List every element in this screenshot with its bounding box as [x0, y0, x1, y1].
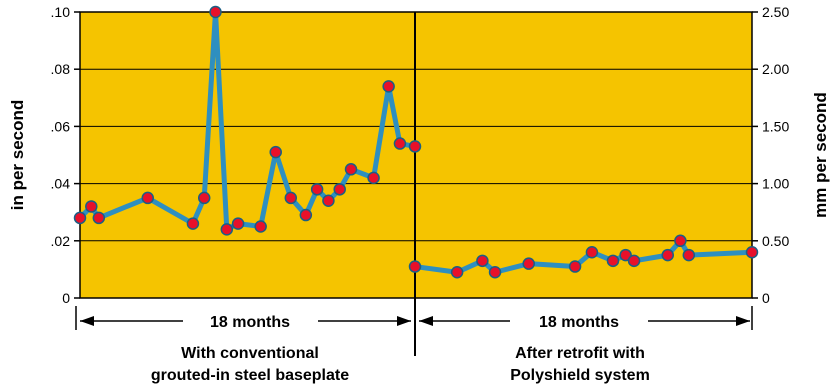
data-point [408, 260, 422, 273]
data-point [209, 5, 222, 19]
caption-after-line2: Polyshield system [510, 367, 650, 384]
data-point [269, 145, 282, 159]
data-point [476, 254, 489, 268]
data-point [682, 248, 696, 262]
right-tick-label: 2.00 [762, 61, 789, 77]
data-point [661, 248, 674, 262]
left-tick-label: .06 [51, 118, 71, 134]
left-axis-label: in per second [8, 100, 27, 211]
data-point [284, 191, 298, 205]
data-point [197, 191, 211, 205]
right-axis-ticks: 0 0.50 1.00 1.50 2.00 2.50 [752, 4, 789, 306]
data-point [674, 234, 687, 248]
span-label-after: 18 months [539, 314, 619, 331]
left-tick-label: .08 [51, 61, 71, 77]
series-layer [73, 5, 759, 279]
right-axis-label: mm per second [811, 92, 830, 218]
data-point [393, 137, 407, 150]
data-point [186, 217, 200, 230]
series-after [408, 234, 759, 279]
span-label-before: 18 months [210, 314, 290, 331]
data-point [299, 208, 313, 222]
span-arrow-before: 18 months [75, 306, 411, 331]
data-point [141, 191, 155, 205]
data-point [568, 260, 582, 273]
right-tick-label: 2.50 [762, 4, 789, 20]
data-point [627, 254, 641, 268]
data-point [254, 220, 267, 233]
data-point [522, 257, 535, 270]
data-point [450, 266, 464, 279]
data-point [73, 211, 87, 225]
span-arrow-after: 18 months [419, 306, 753, 331]
right-tick-label: 0.50 [762, 233, 789, 249]
data-point [231, 217, 245, 230]
left-axis-ticks: 0 .02 .04 .06 .08 .10 [51, 4, 80, 306]
data-point [488, 266, 502, 279]
data-point [344, 163, 358, 176]
data-point [333, 183, 346, 196]
series-before [73, 5, 422, 236]
data-point [745, 245, 759, 259]
caption-before-line2: grouted-in steel baseplate [151, 367, 349, 384]
data-point [606, 254, 620, 268]
data-point [382, 80, 395, 93]
data-point [367, 171, 380, 185]
left-tick-label: .04 [51, 176, 71, 192]
left-tick-label: .02 [51, 233, 71, 249]
data-point [322, 194, 335, 208]
right-tick-label: 0 [762, 290, 770, 306]
data-point [408, 140, 422, 153]
caption-after-line1: After retrofit with [515, 345, 645, 362]
data-point [85, 200, 98, 213]
left-tick-label: 0 [62, 290, 70, 306]
caption-before-line1: With conventional [181, 345, 319, 362]
right-tick-label: 1.00 [762, 176, 789, 192]
left-tick-label: .10 [51, 4, 71, 20]
right-tick-label: 1.50 [762, 118, 789, 134]
data-point [619, 248, 632, 262]
data-point [220, 223, 234, 236]
data-point [585, 245, 599, 259]
data-point [310, 183, 324, 196]
data-point [92, 211, 106, 225]
